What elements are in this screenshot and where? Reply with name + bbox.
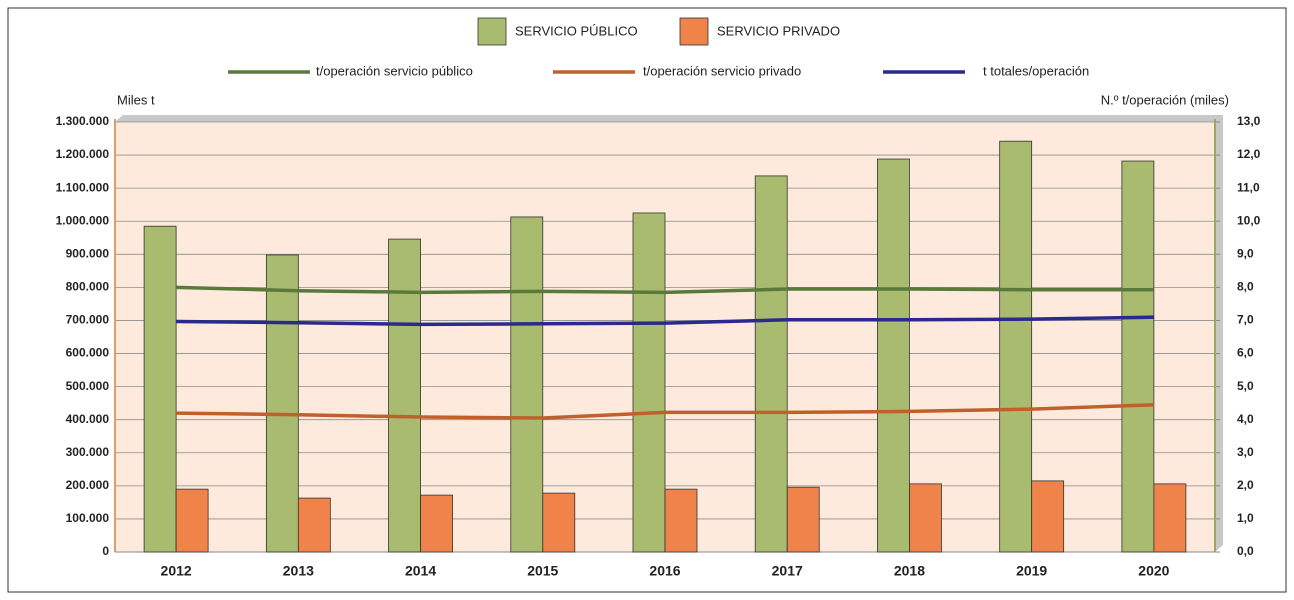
y-tick-label: 900.000	[66, 246, 110, 260]
y2-tick-label: 0,0	[1237, 544, 1254, 558]
bar	[999, 140, 1033, 553]
bar	[877, 158, 910, 553]
y2-tick-label: 3,0	[1237, 445, 1254, 459]
y2-tick-label: 4,0	[1237, 412, 1254, 426]
y2-tick-label: 8,0	[1237, 280, 1254, 294]
y2-tick-label: 10,0	[1237, 213, 1261, 227]
right-wall	[1215, 115, 1223, 552]
legend-label: t/operación servicio privado	[643, 63, 801, 78]
y2-axis-title: N.º t/operación (miles)	[1101, 92, 1229, 107]
x-tick-label: 2015	[527, 563, 558, 579]
top-wall	[115, 115, 1223, 122]
bar	[388, 238, 421, 553]
bar	[297, 497, 331, 553]
y2-tick-label: 1,0	[1237, 511, 1254, 525]
y-tick-label: 800.000	[66, 280, 110, 294]
line	[176, 315, 1154, 327]
x-tick-label: 2012	[161, 563, 192, 579]
y-tick-label: 1.300.000	[56, 114, 110, 128]
y2-tick-label: 12,0	[1237, 147, 1261, 161]
bar	[175, 488, 209, 553]
bar	[265, 254, 299, 553]
x-tick-label: 2014	[405, 563, 436, 579]
y-axis-title: Miles t	[117, 92, 155, 107]
y2-tick-label: 13,0	[1237, 114, 1261, 128]
legend-swatch	[679, 17, 709, 46]
bar	[542, 492, 576, 553]
x-tick-label: 2019	[1016, 563, 1047, 579]
bar	[420, 494, 453, 553]
y-tick-label: 600.000	[66, 346, 110, 360]
x-tick-label: 2018	[894, 563, 925, 579]
bar	[754, 175, 788, 553]
legend-swatch	[477, 17, 507, 46]
x-tick-label: 2020	[1138, 563, 1169, 579]
y2-tick-label: 6,0	[1237, 346, 1254, 360]
bar	[664, 488, 698, 553]
y-tick-label: 200.000	[66, 478, 110, 492]
y-tick-label: 500.000	[66, 379, 110, 393]
bar	[786, 486, 820, 553]
y-tick-label: 1.200.000	[56, 147, 110, 161]
y-tick-label: 100.000	[66, 511, 110, 525]
bar	[1121, 160, 1155, 553]
bar	[909, 483, 942, 553]
legend-label: t/operación servicio público	[316, 63, 473, 78]
bar	[632, 212, 666, 553]
y-tick-label: 700.000	[66, 313, 110, 327]
y-tick-label: 1.100.000	[56, 180, 110, 194]
x-tick-label: 2016	[649, 563, 680, 579]
line	[176, 285, 1154, 295]
x-tick-label: 2013	[283, 563, 314, 579]
y2-tick-label: 2,0	[1237, 478, 1254, 492]
legend-label: SERVICIO PÚBLICO	[515, 23, 638, 38]
y2-tick-label: 9,0	[1237, 246, 1254, 260]
line	[176, 403, 1154, 420]
bar	[510, 216, 544, 553]
y2-tick-label: 11,0	[1237, 180, 1260, 194]
y-tick-label: 0	[102, 544, 109, 558]
y-tick-label: 1.000.000	[56, 213, 110, 227]
bar	[1031, 480, 1065, 553]
legend-label: t totales/operación	[983, 63, 1089, 78]
y2-tick-label: 7,0	[1237, 313, 1254, 327]
y-tick-label: 300.000	[66, 445, 110, 459]
y-tick-label: 400.000	[66, 412, 110, 426]
bar	[1153, 483, 1187, 553]
bar	[143, 225, 177, 553]
y2-tick-label: 5,0	[1237, 379, 1254, 393]
legend-label: SERVICIO PRIVADO	[717, 23, 840, 38]
x-tick-label: 2017	[772, 563, 803, 579]
